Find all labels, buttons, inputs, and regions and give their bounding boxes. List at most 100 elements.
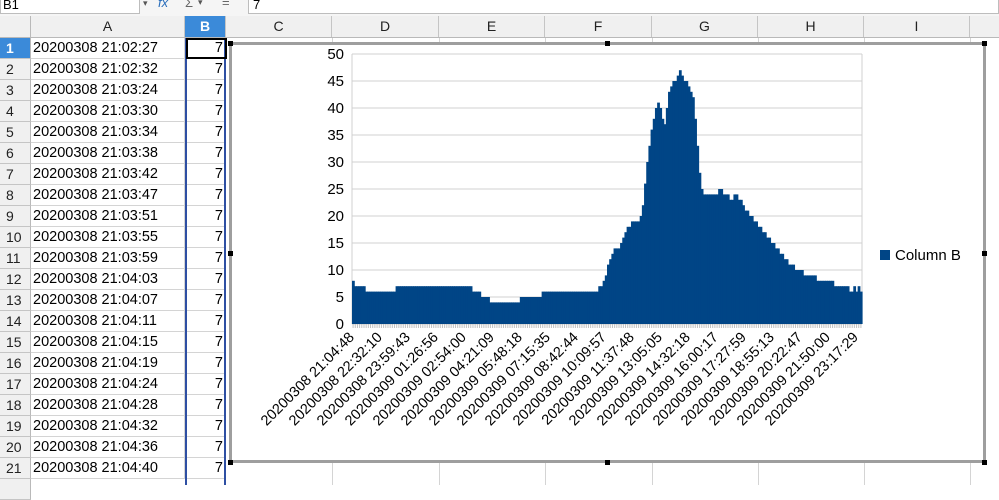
cell-b[interactable]: 7 (185, 416, 226, 437)
sum-icon[interactable]: Σ (185, 0, 194, 10)
row-header[interactable]: 18 (0, 395, 31, 416)
cell-a[interactable]: 20200308 21:03:24 (31, 80, 185, 101)
cell-a[interactable]: 20200308 21:02:27 (31, 38, 185, 59)
column-header-i[interactable]: I (864, 16, 970, 37)
cell-a[interactable]: 20200308 21:02:32 (31, 59, 185, 80)
chart-bar (480, 297, 484, 324)
resize-handle[interactable] (982, 251, 987, 256)
cell-b[interactable]: 7 (185, 164, 226, 185)
chart-bar (532, 297, 536, 324)
cell-b[interactable]: 7 (185, 395, 226, 416)
cell-a[interactable]: 20200308 21:04:28 (31, 395, 185, 416)
cell-a[interactable]: 20200308 21:04:24 (31, 374, 185, 395)
row-header[interactable]: 10 (0, 227, 31, 248)
cell-a[interactable]: 20200308 21:04:36 (31, 437, 185, 458)
cell-b[interactable]: 7 (185, 458, 226, 479)
chart-bar (526, 297, 530, 324)
cell-a[interactable]: 20200308 21:04:40 (31, 458, 185, 479)
row-header[interactable]: 1 (0, 38, 31, 59)
chart-bar (770, 243, 774, 324)
chart-bar (589, 291, 593, 324)
row-header[interactable]: 3 (0, 80, 31, 101)
row-header[interactable]: 14 (0, 311, 31, 332)
cell-a[interactable]: 20200308 21:04:15 (31, 332, 185, 353)
cell-b[interactable]: 7 (185, 185, 226, 206)
column-header-c[interactable]: C (226, 16, 332, 37)
row-header[interactable]: 20 (0, 437, 31, 458)
column-header-f[interactable]: F (545, 16, 652, 37)
cell-a[interactable]: 20200308 21:03:38 (31, 143, 185, 164)
row-header[interactable]: 12 (0, 269, 31, 290)
formula-input[interactable]: 7 (248, 0, 999, 14)
cell-a[interactable]: 20200308 21:04:32 (31, 416, 185, 437)
cell-a[interactable]: 20200308 21:03:51 (31, 206, 185, 227)
resize-handle[interactable] (982, 41, 987, 46)
cell-b[interactable]: 7 (185, 248, 226, 269)
row-header[interactable]: 6 (0, 143, 31, 164)
chart-object[interactable]: 0 5 10 15 20 25 30 35 40 45 50 20200308 21:04:48 202… (229, 42, 986, 463)
column-header-e[interactable]: E (439, 16, 545, 37)
column-header-b[interactable]: B (185, 16, 226, 37)
cell-a[interactable]: 20200308 21:03:59 (31, 248, 185, 269)
resize-handle[interactable] (605, 41, 610, 46)
cell-b[interactable]: 7 (185, 311, 226, 332)
cell-b[interactable]: 7 (185, 269, 226, 290)
row-header[interactable]: 15 (0, 332, 31, 353)
function-wizard-icon[interactable]: fx (158, 0, 169, 10)
chart-bar (511, 302, 514, 324)
resize-handle[interactable] (228, 251, 233, 256)
chart-bar (844, 286, 848, 324)
row-header[interactable]: 5 (0, 122, 31, 143)
column-header-h[interactable]: H (758, 16, 864, 37)
cell-b[interactable]: 7 (185, 59, 226, 80)
row-header[interactable]: 9 (0, 206, 31, 227)
cell-a[interactable]: 20200308 21:03:34 (31, 122, 185, 143)
select-all-corner[interactable] (0, 16, 31, 37)
chart-bar (437, 286, 440, 324)
cell-a[interactable]: 20200308 21:03:47 (31, 185, 185, 206)
chevron-down-icon[interactable]: ▾ (143, 0, 148, 8)
cell-a[interactable]: 20200308 21:04:07 (31, 290, 185, 311)
chart-bar (785, 259, 789, 324)
resize-handle[interactable] (228, 41, 233, 46)
cell-a[interactable]: 20200308 21:03:30 (31, 101, 185, 122)
chart-bar (672, 81, 676, 324)
cell-b[interactable]: 7 (185, 143, 226, 164)
row-header[interactable]: 21 (0, 458, 31, 479)
chevron-down-icon[interactable]: ▾ (198, 0, 203, 7)
row-header[interactable]: 4 (0, 101, 31, 122)
cell-a[interactable]: 20200308 21:03:55 (31, 227, 185, 248)
row-header[interactable]: 19 (0, 416, 31, 437)
cell-b[interactable]: 7 (185, 353, 226, 374)
cell-b[interactable]: 7 (185, 122, 226, 143)
cell-a[interactable]: 20200308 21:04:03 (31, 269, 185, 290)
cell-a[interactable]: 20200308 21:04:19 (31, 353, 185, 374)
cell-b[interactable]: 7 (185, 437, 226, 458)
row-header[interactable]: 16 (0, 353, 31, 374)
cell-b[interactable]: 7 (185, 101, 226, 122)
cell-b[interactable]: 7 (185, 374, 226, 395)
row-header[interactable] (0, 479, 31, 500)
row-header[interactable]: 8 (0, 185, 31, 206)
resize-handle[interactable] (605, 460, 610, 465)
cell-b[interactable]: 7 (185, 227, 226, 248)
chart-bar (720, 189, 724, 324)
row-header[interactable]: 11 (0, 248, 31, 269)
cell-a[interactable]: 20200308 21:03:42 (31, 164, 185, 185)
resize-handle[interactable] (228, 460, 233, 465)
cell-b[interactable]: 7 (185, 206, 226, 227)
name-box[interactable]: B1 (0, 0, 140, 14)
cell-b[interactable]: 7 (185, 332, 226, 353)
cell-a[interactable]: 20200308 21:04:11 (31, 311, 185, 332)
column-header-d[interactable]: D (332, 16, 439, 37)
cell-b[interactable]: 7 (185, 290, 226, 311)
column-header-g[interactable]: G (652, 16, 758, 37)
row-header[interactable]: 2 (0, 59, 31, 80)
row-header[interactable]: 7 (0, 164, 31, 185)
formula-icon[interactable]: = (222, 0, 230, 10)
column-header-a[interactable]: A (31, 16, 185, 37)
cell-b[interactable]: 7 (185, 80, 226, 101)
resize-handle[interactable] (982, 460, 987, 465)
row-header[interactable]: 17 (0, 374, 31, 395)
row-header[interactable]: 13 (0, 290, 31, 311)
